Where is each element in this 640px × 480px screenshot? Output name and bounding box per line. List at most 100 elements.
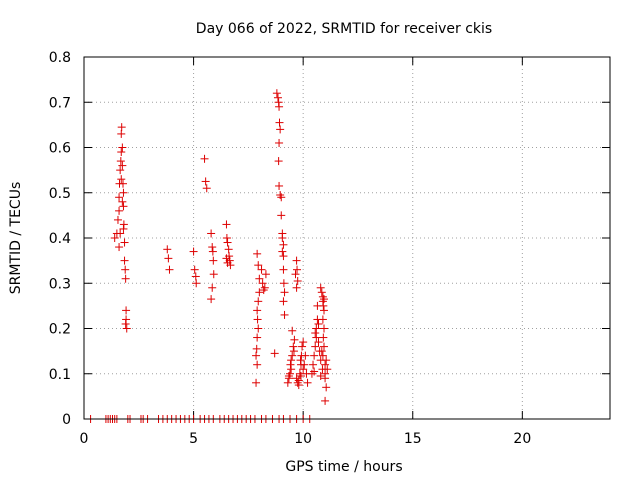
data-points — [86, 89, 332, 423]
y-tick-label: 0.7 — [49, 95, 71, 111]
data-point — [316, 372, 325, 381]
data-point — [293, 265, 302, 274]
data-point — [314, 319, 323, 328]
data-point — [318, 365, 327, 374]
data-point — [279, 297, 288, 306]
data-point — [118, 143, 127, 152]
x-tick-label: 20 — [513, 431, 531, 447]
data-point — [318, 315, 327, 324]
data-point — [252, 344, 261, 353]
data-point — [190, 265, 199, 274]
data-point — [222, 254, 231, 263]
data-point — [252, 351, 261, 360]
data-point — [261, 270, 270, 279]
data-point — [288, 351, 297, 360]
chart-title: Day 066 of 2022, SRMTID for receiver cki… — [196, 21, 492, 37]
data-point — [164, 254, 173, 263]
y-tick-label: 0.6 — [49, 141, 71, 157]
data-point — [116, 157, 125, 166]
data-point — [120, 238, 129, 247]
data-point — [223, 258, 232, 267]
data-point — [118, 161, 127, 170]
y-tick-label: 0.8 — [49, 50, 71, 66]
data-point — [319, 342, 328, 351]
data-point — [277, 193, 286, 202]
data-point — [222, 234, 231, 242]
data-point — [192, 279, 201, 288]
data-point — [207, 229, 216, 238]
data-point — [116, 229, 125, 238]
data-point — [292, 256, 301, 265]
data-point — [117, 129, 126, 138]
data-point — [311, 342, 320, 351]
data-point — [318, 351, 327, 360]
data-point — [115, 206, 124, 215]
data-point — [278, 234, 287, 242]
data-point — [254, 324, 263, 333]
data-point — [310, 351, 319, 360]
data-point — [322, 356, 331, 365]
data-point — [290, 335, 299, 344]
data-point — [279, 265, 288, 274]
data-point — [289, 347, 298, 356]
data-point — [121, 265, 130, 274]
data-point — [276, 125, 285, 134]
data-point — [321, 360, 330, 369]
y-tick-label: 0.5 — [49, 186, 71, 202]
data-point — [321, 396, 330, 405]
data-point — [222, 220, 231, 229]
data-point — [259, 286, 268, 295]
y-tick-label: 0.3 — [49, 276, 71, 292]
data-point — [276, 191, 285, 200]
data-point — [119, 188, 128, 197]
data-point — [122, 324, 131, 333]
data-point — [296, 372, 305, 381]
data-point — [119, 224, 128, 233]
data-point — [272, 89, 281, 98]
data-point — [119, 202, 128, 211]
data-point — [165, 265, 174, 274]
data-point — [279, 279, 288, 288]
data-point — [274, 157, 283, 166]
data-point — [258, 279, 267, 288]
data-point — [208, 247, 217, 256]
x-tick-label: 15 — [404, 431, 422, 447]
data-point — [274, 98, 283, 107]
data-point — [299, 338, 308, 347]
data-point — [286, 360, 295, 369]
data-point — [163, 245, 172, 254]
data-point — [275, 118, 284, 127]
y-tick-label: 0.2 — [49, 322, 71, 338]
data-point — [301, 351, 310, 360]
x-axis-label: GPS time / hours — [285, 459, 402, 475]
data-point — [209, 256, 218, 265]
y-tick-label: 0 — [62, 412, 71, 428]
data-point — [223, 238, 232, 247]
data-point — [115, 243, 124, 252]
data-point — [113, 215, 122, 224]
data-point — [208, 283, 217, 292]
data-point — [319, 301, 328, 310]
data-point — [252, 378, 261, 387]
data-point — [288, 326, 297, 335]
data-point — [312, 324, 321, 333]
data-point — [316, 283, 325, 292]
data-point — [319, 306, 328, 315]
data-point — [254, 297, 263, 306]
data-point — [279, 252, 288, 261]
data-point — [287, 356, 296, 365]
data-point — [122, 306, 131, 315]
data-point — [253, 315, 262, 324]
data-point — [279, 240, 288, 249]
data-point — [292, 283, 301, 292]
data-point — [286, 369, 295, 378]
data-point — [273, 93, 282, 102]
data-point — [118, 197, 127, 206]
data-point — [280, 288, 289, 297]
data-point — [253, 249, 262, 258]
data-point — [314, 338, 323, 347]
data-point — [319, 295, 328, 304]
y-axis-label: SRMTID / TECUs — [8, 182, 24, 295]
data-point — [312, 333, 321, 342]
